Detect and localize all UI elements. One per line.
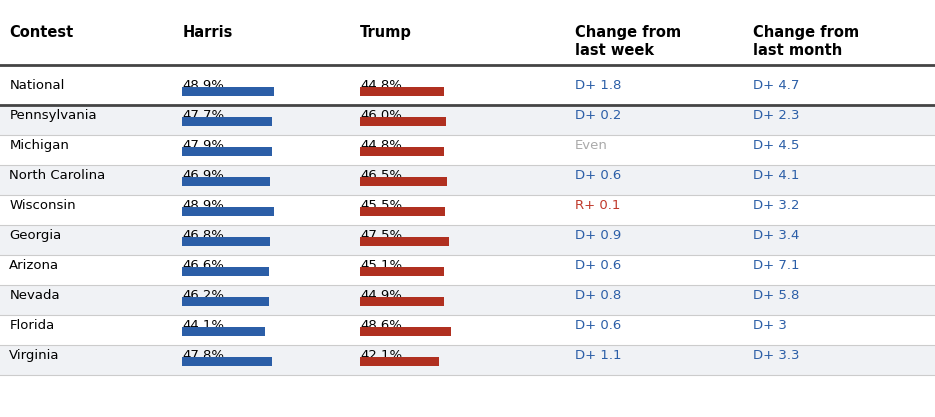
Bar xyxy=(360,147,444,156)
Text: 47.5%: 47.5% xyxy=(360,229,402,242)
Text: 48.9%: 48.9% xyxy=(182,199,224,212)
Text: D+ 7.1: D+ 7.1 xyxy=(753,259,799,272)
Bar xyxy=(360,297,444,306)
Bar xyxy=(0,315,935,345)
Text: D+ 1.1: D+ 1.1 xyxy=(575,349,622,362)
Bar xyxy=(0,195,935,225)
Text: Harris: Harris xyxy=(182,25,233,40)
Text: 44.8%: 44.8% xyxy=(360,139,402,152)
Bar xyxy=(0,105,935,135)
Bar xyxy=(0,345,935,375)
Text: Change from
last month: Change from last month xyxy=(753,25,859,58)
Bar xyxy=(182,87,274,96)
Text: Pennsylvania: Pennsylvania xyxy=(9,109,97,122)
Bar xyxy=(360,87,444,96)
Text: 47.7%: 47.7% xyxy=(182,109,224,122)
Text: D+ 5.8: D+ 5.8 xyxy=(753,289,799,302)
Bar xyxy=(182,177,270,186)
Text: D+ 0.6: D+ 0.6 xyxy=(575,169,621,182)
Text: Arizona: Arizona xyxy=(9,259,60,272)
Bar xyxy=(0,75,935,105)
Text: 46.5%: 46.5% xyxy=(360,169,402,182)
Bar xyxy=(360,327,451,336)
Text: 44.8%: 44.8% xyxy=(360,79,402,92)
Text: D+ 0.6: D+ 0.6 xyxy=(575,259,621,272)
Text: D+ 0.2: D+ 0.2 xyxy=(575,109,622,122)
Bar xyxy=(182,207,274,216)
Bar xyxy=(0,135,935,165)
Text: D+ 4.7: D+ 4.7 xyxy=(753,79,799,92)
Text: Georgia: Georgia xyxy=(9,229,62,242)
Text: D+ 0.6: D+ 0.6 xyxy=(575,319,621,332)
Text: 47.8%: 47.8% xyxy=(182,349,224,362)
Text: 48.6%: 48.6% xyxy=(360,319,402,332)
Text: D+ 3.4: D+ 3.4 xyxy=(753,229,799,242)
Bar xyxy=(0,255,935,285)
Text: North Carolina: North Carolina xyxy=(9,169,106,182)
Text: D+ 4.1: D+ 4.1 xyxy=(753,169,799,182)
Text: D+ 1.8: D+ 1.8 xyxy=(575,79,622,92)
Text: D+ 3.2: D+ 3.2 xyxy=(753,199,799,212)
Text: Wisconsin: Wisconsin xyxy=(9,199,76,212)
Text: 46.0%: 46.0% xyxy=(360,109,402,122)
Text: 44.1%: 44.1% xyxy=(182,319,224,332)
Text: Florida: Florida xyxy=(9,319,54,332)
Text: D+ 4.5: D+ 4.5 xyxy=(753,139,799,152)
Text: National: National xyxy=(9,79,65,92)
Bar xyxy=(360,267,444,276)
Text: D+ 3: D+ 3 xyxy=(753,319,786,332)
Text: D+ 0.8: D+ 0.8 xyxy=(575,289,621,302)
Bar xyxy=(182,357,272,366)
Bar xyxy=(360,207,445,216)
Bar xyxy=(182,237,270,246)
Bar xyxy=(360,237,449,246)
Text: Even: Even xyxy=(575,139,608,152)
Bar xyxy=(182,267,269,276)
Bar xyxy=(182,117,271,126)
Text: R+ 0.1: R+ 0.1 xyxy=(575,199,621,212)
Text: 45.1%: 45.1% xyxy=(360,259,402,272)
Bar xyxy=(360,177,447,186)
Text: 46.9%: 46.9% xyxy=(182,169,224,182)
Bar xyxy=(182,147,272,156)
Bar xyxy=(0,285,935,315)
Bar xyxy=(360,357,439,366)
Text: 46.6%: 46.6% xyxy=(182,259,224,272)
Text: D+ 2.3: D+ 2.3 xyxy=(753,109,799,122)
Text: 45.5%: 45.5% xyxy=(360,199,402,212)
Text: D+ 0.9: D+ 0.9 xyxy=(575,229,621,242)
Text: Trump: Trump xyxy=(360,25,411,40)
Text: Contest: Contest xyxy=(9,25,74,40)
Bar xyxy=(182,327,265,336)
Bar xyxy=(182,297,268,306)
Text: D+ 3.3: D+ 3.3 xyxy=(753,349,799,362)
Text: 44.9%: 44.9% xyxy=(360,289,402,302)
Bar xyxy=(0,165,935,195)
Text: Nevada: Nevada xyxy=(9,289,60,302)
Text: 46.8%: 46.8% xyxy=(182,229,224,242)
Bar xyxy=(360,117,446,126)
Text: Virginia: Virginia xyxy=(9,349,60,362)
Text: 47.9%: 47.9% xyxy=(182,139,224,152)
Bar xyxy=(0,225,935,255)
Text: 46.2%: 46.2% xyxy=(182,289,224,302)
Text: 48.9%: 48.9% xyxy=(182,79,224,92)
Text: 42.1%: 42.1% xyxy=(360,349,402,362)
Text: Michigan: Michigan xyxy=(9,139,69,152)
Text: Change from
last week: Change from last week xyxy=(575,25,682,58)
